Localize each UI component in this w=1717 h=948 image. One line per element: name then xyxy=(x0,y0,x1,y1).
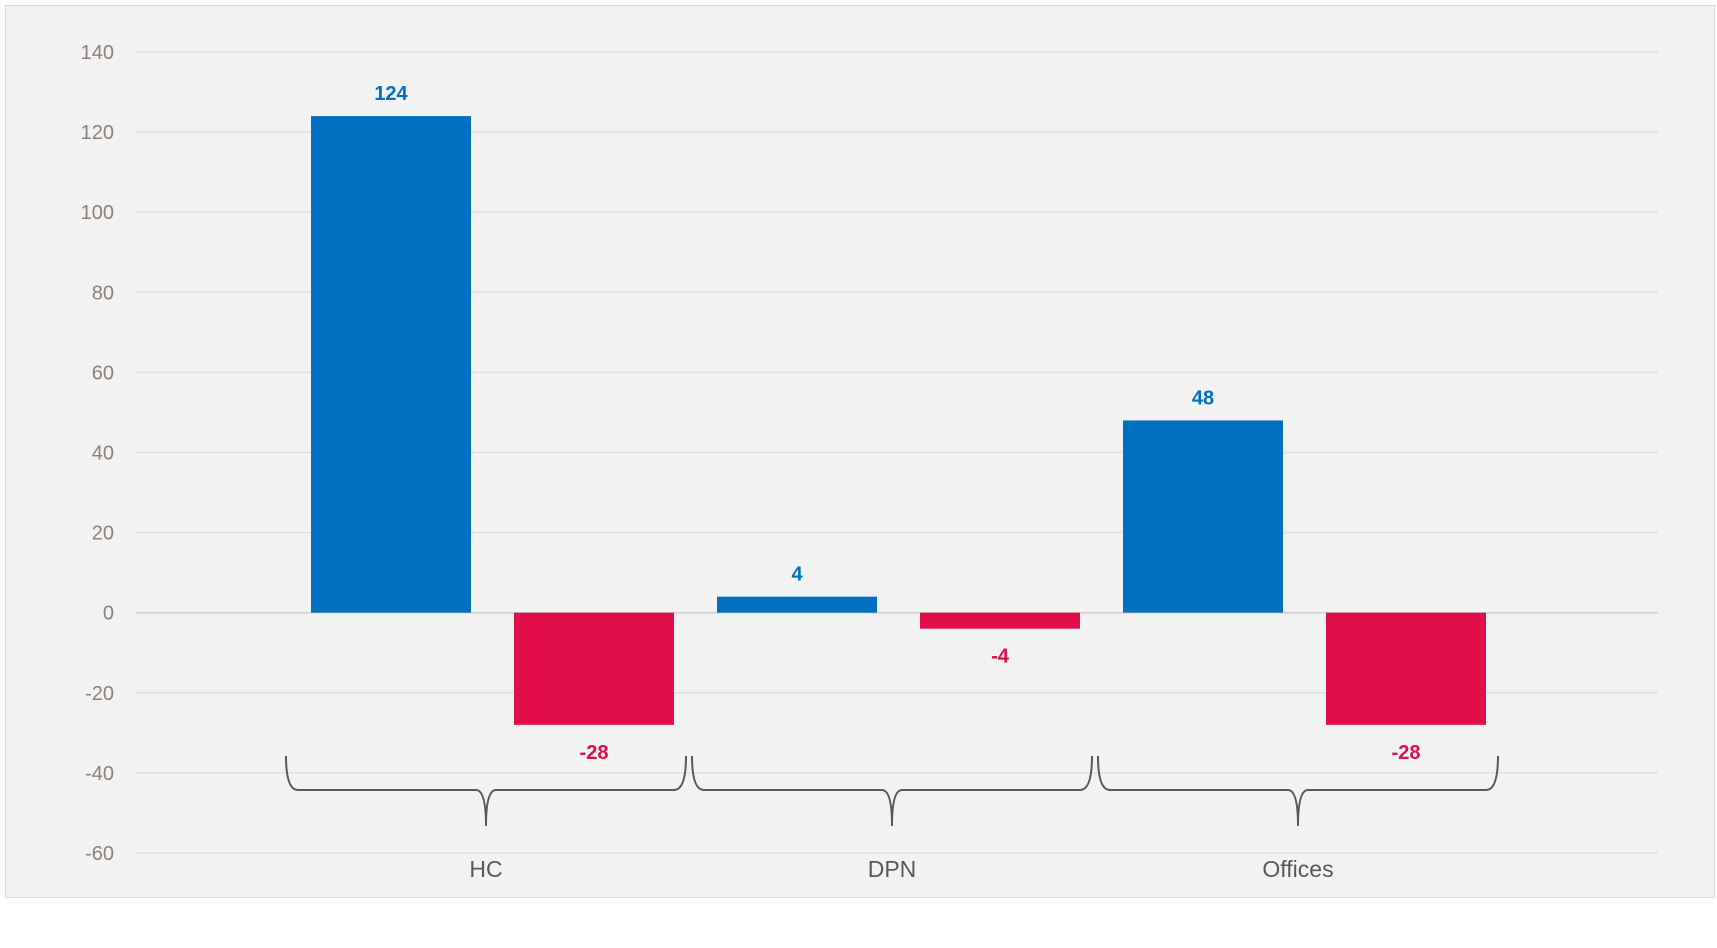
bar-hc-negative xyxy=(514,612,674,725)
bars xyxy=(311,116,1486,725)
y-tick-label: 80 xyxy=(92,282,114,304)
bar-dpn-negative xyxy=(920,612,1080,629)
chart-area xyxy=(5,5,1715,898)
data-label: 48 xyxy=(1192,387,1214,409)
brace-dpn xyxy=(691,755,1093,827)
y-tick-label: 40 xyxy=(92,443,114,465)
category-label: Offices xyxy=(1262,856,1333,882)
y-tick-label: 0 xyxy=(103,603,114,625)
category-braces xyxy=(285,755,1499,827)
y-tick-label: -40 xyxy=(85,763,114,785)
y-tick-label: -60 xyxy=(85,843,114,865)
y-tick-label: -20 xyxy=(85,683,114,705)
data-label: 4 xyxy=(791,564,803,586)
y-tick-label: 20 xyxy=(92,523,114,545)
data-label: -28 xyxy=(580,742,609,764)
brace-hc xyxy=(285,755,687,827)
bar-hc-positive xyxy=(311,116,471,613)
data-label: -28 xyxy=(1392,742,1421,764)
bar-dpn-positive xyxy=(717,596,877,613)
y-tick-label: 100 xyxy=(81,202,114,224)
bar-offices-negative xyxy=(1326,612,1486,725)
data-labels: 124 -28 4 -4 48 -28 xyxy=(374,83,1420,764)
data-label: -4 xyxy=(991,646,1010,668)
category-label: HC xyxy=(469,856,502,882)
y-tick-label: 120 xyxy=(81,122,114,144)
y-tick-label: 60 xyxy=(92,362,114,384)
category-labels: HC DPN Offices xyxy=(469,856,1333,882)
y-tick-label: 140 xyxy=(81,42,114,64)
category-label: DPN xyxy=(868,856,917,882)
data-label: 124 xyxy=(374,83,408,105)
bar-offices-positive xyxy=(1123,420,1283,613)
y-axis: 140 120 100 80 60 40 20 0 -20 -40 -60 xyxy=(81,42,114,865)
brace-offices xyxy=(1097,755,1499,827)
